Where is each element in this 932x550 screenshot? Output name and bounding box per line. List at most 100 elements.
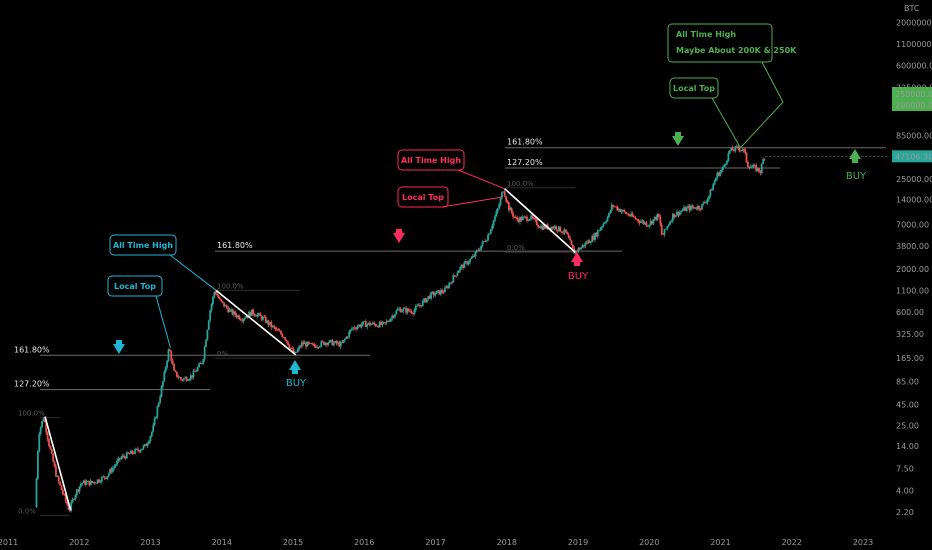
candle-body: [212, 296, 214, 304]
candle-body: [587, 240, 589, 244]
candle-body: [367, 322, 370, 325]
candle-body: [71, 499, 74, 503]
candle-body: [285, 339, 288, 342]
candle-body: [39, 427, 42, 434]
candle-body: [608, 212, 610, 218]
x-tick-label: 2018: [497, 538, 517, 547]
candle-body: [535, 219, 538, 225]
candle-body: [620, 211, 623, 212]
candle-body: [362, 321, 364, 325]
candle-body: [513, 216, 516, 218]
candle-body: [214, 291, 217, 294]
candle-body: [227, 307, 230, 313]
candle-body: [177, 376, 180, 378]
candle-body: [267, 320, 270, 325]
candle-body: [734, 146, 737, 151]
target-price-value: 250000.00: [895, 90, 932, 99]
candle-body: [380, 321, 382, 325]
candle-body: [463, 261, 466, 268]
annotation-text: Maybe About 200K & 250K: [676, 46, 797, 55]
candle-body: [748, 166, 751, 169]
candle-body: [91, 480, 93, 483]
candle-body: [87, 480, 89, 482]
candle-body: [49, 445, 52, 450]
candle-body: [610, 204, 613, 211]
candle-body: [402, 308, 405, 312]
candle-body: [323, 341, 326, 345]
candle-body: [182, 378, 185, 381]
candle-body: [659, 216, 662, 225]
candle-body: [142, 445, 145, 449]
candle-body: [653, 216, 656, 220]
candle-body: [156, 406, 159, 417]
candle-body: [213, 291, 216, 297]
candle-body: [230, 309, 232, 311]
annotation-text: Local Top: [402, 193, 444, 202]
candle-body: [521, 216, 524, 221]
candle-body: [148, 440, 150, 444]
annotation-box[interactable]: [669, 77, 719, 99]
arrow-up-icon: [289, 360, 301, 374]
candle-body: [712, 184, 715, 191]
annotation-box[interactable]: [397, 186, 449, 208]
candle-body: [482, 241, 485, 242]
candle-body: [630, 213, 633, 217]
candle-body: [431, 292, 434, 294]
candle-body: [742, 149, 745, 151]
candle-body: [474, 251, 477, 257]
candle-body: [232, 311, 235, 315]
candle-body: [502, 191, 505, 193]
candle-body: [231, 309, 234, 315]
candle-body: [309, 343, 312, 344]
candle-body: [721, 166, 724, 170]
candle-body: [596, 230, 599, 237]
candle-body: [114, 464, 117, 467]
candle-body: [633, 216, 635, 218]
candle-body: [699, 208, 702, 210]
candle-body: [484, 241, 487, 242]
candle-body: [307, 341, 310, 344]
candle-body: [713, 181, 716, 185]
candle-body: [471, 255, 474, 258]
candle-body: [85, 481, 88, 485]
candle-body: [455, 275, 457, 277]
candle-body: [499, 198, 502, 205]
candle-body: [349, 329, 352, 332]
annotation-box[interactable]: [667, 23, 773, 63]
candle-body: [303, 342, 306, 345]
candle-body: [385, 321, 388, 323]
candle-body: [428, 296, 431, 299]
candle-body: [539, 226, 542, 228]
candle-body: [81, 482, 84, 484]
candle-body: [626, 213, 628, 215]
buy-label: BUY: [568, 271, 589, 282]
candle-body: [249, 311, 252, 317]
candle-body: [330, 339, 332, 341]
annotation-box[interactable]: [107, 275, 163, 297]
candle-body: [270, 322, 273, 328]
candle-body: [414, 306, 417, 310]
candle-body: [594, 233, 596, 240]
arrow-up-icon: [571, 252, 583, 266]
candle-body: [296, 349, 299, 353]
candle-body: [680, 211, 683, 212]
y-tick-label: 1100000.00: [896, 40, 932, 49]
candle-body: [224, 305, 227, 307]
candle-body: [239, 319, 242, 321]
candle-body: [159, 396, 162, 403]
candle-body: [749, 166, 752, 169]
candle-body: [370, 324, 373, 326]
candle-body: [740, 150, 742, 151]
candle-body: [662, 234, 665, 235]
candle-body: [181, 379, 184, 381]
annotation-box[interactable]: [397, 149, 465, 171]
candle-body: [744, 149, 746, 153]
candle-body: [758, 168, 760, 172]
y-tick-label: 7.50: [896, 464, 914, 473]
candle-body: [378, 321, 381, 328]
fib-label: 161.80%: [217, 241, 253, 250]
candle-body: [723, 165, 726, 167]
candle-body: [256, 314, 259, 317]
annotation-box[interactable]: [109, 234, 177, 256]
